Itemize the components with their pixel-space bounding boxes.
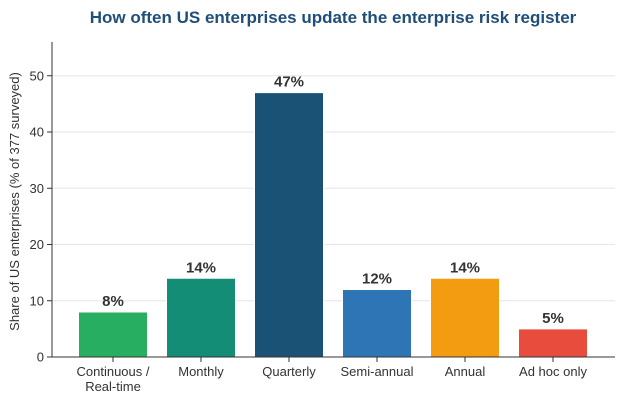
y-tick-label: 30: [30, 181, 44, 196]
bar-data-label: 14%: [450, 259, 480, 276]
x-tick-label-line: Ad hoc only: [519, 364, 587, 379]
bar-data-label: 5%: [542, 310, 564, 327]
bar: [78, 311, 148, 358]
bar-data-label: 14%: [186, 259, 216, 276]
x-tick-label: Monthly: [178, 364, 224, 379]
y-tick-label: 20: [30, 237, 44, 252]
x-ticks: Continuous / Real-time Monthly Quarterly Sem…: [77, 357, 587, 394]
y-axis-label: Share of US enterprises (% of 377 survey…: [7, 72, 22, 331]
bars: [78, 92, 588, 358]
y-tick-label: 10: [30, 293, 44, 308]
data-labels: 8% 14% 47% 12% 14% 5%: [102, 74, 564, 327]
grid-lines: [52, 75, 615, 302]
y-tick-label: 50: [30, 68, 44, 83]
bar: [342, 289, 412, 358]
y-ticks: 0 10 20 30 40 50: [30, 68, 52, 365]
bar: [518, 328, 588, 358]
x-tick-label-line: Quarterly: [262, 364, 316, 379]
y-tick-label: 0: [37, 350, 44, 365]
x-tick-label-line: Real-time: [85, 379, 141, 394]
bar-data-label: 12%: [362, 271, 392, 288]
x-tick-label: Quarterly: [262, 364, 316, 379]
x-tick-label: Continuous / Real-time: [77, 364, 150, 394]
bar: [430, 277, 500, 358]
x-tick-label: Ad hoc only: [519, 364, 587, 379]
y-tick-label: 40: [30, 125, 44, 140]
bar: [254, 92, 324, 358]
x-tick-label: Annual: [445, 364, 486, 379]
x-tick-label-line: Continuous /: [77, 364, 150, 379]
bar-data-label: 47%: [274, 74, 304, 91]
bar: [166, 277, 236, 358]
chart-title: How often US enterprises update the ente…: [90, 8, 577, 27]
x-tick-label-line: Semi-annual: [341, 364, 414, 379]
x-tick-label: Semi-annual: [341, 364, 414, 379]
x-tick-label-line: Monthly: [178, 364, 224, 379]
bar-data-label: 8%: [102, 293, 124, 310]
x-tick-label-line: Annual: [445, 364, 486, 379]
